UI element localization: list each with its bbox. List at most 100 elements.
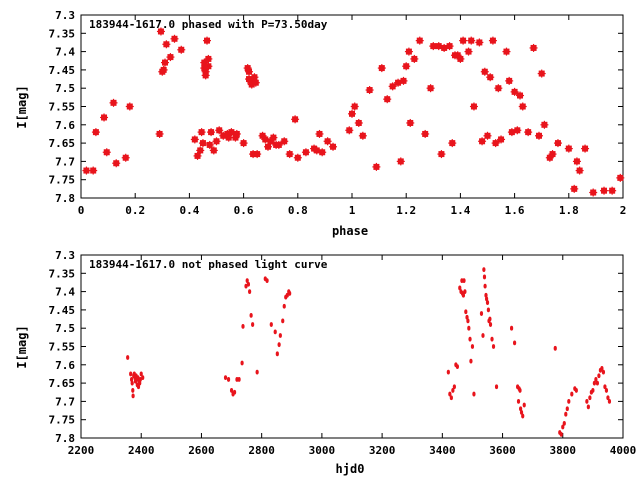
data-point [282,303,286,309]
data-point [156,27,165,36]
x-tick-label: 1.4 [450,204,470,217]
data-point [565,406,569,412]
data-point [466,318,470,324]
data-point [486,73,495,82]
y-tick-label: 7.8 [55,432,75,445]
y-tick-label: 7.4 [55,286,75,299]
data-point [348,109,356,118]
data-point [345,126,354,135]
data-point [215,126,224,135]
data-point [204,54,213,63]
data-point [100,113,109,122]
data-point [205,140,214,149]
data-point [383,95,392,104]
data-point [561,424,565,430]
data-point [601,369,606,375]
data-point [524,128,533,137]
data-point [245,278,249,284]
data-point [597,373,601,379]
x-tick-label: 3800 [550,444,577,457]
data-point [480,67,489,76]
data-point [112,159,121,168]
data-point [139,371,143,377]
data-point [467,325,471,331]
data-point [237,377,241,382]
y-tick-label: 7.65 [49,137,76,150]
data-point [269,322,273,327]
data-point [232,389,237,395]
data-point [574,388,578,393]
data-point [445,42,454,51]
data-point [464,309,468,315]
x-tick-label: 1.8 [559,204,579,217]
data-point [529,43,538,52]
data-point [497,135,506,144]
data-point [591,388,595,393]
x-axis-label: phase [332,224,368,238]
y-tick-label: 7.8 [55,192,75,205]
data-point [255,369,259,375]
data-point [491,139,500,148]
data-point [129,371,133,377]
y-tick-label: 7.35 [49,267,76,280]
data-point [138,380,142,386]
data-point [126,355,130,360]
data-point [468,336,472,342]
data-point [197,128,206,137]
data-point [207,128,216,137]
x-tick-label: 3200 [369,444,396,457]
data-point [177,45,186,54]
data-point [616,173,625,182]
data-point [275,351,279,357]
data-point [534,131,543,140]
data-point [607,399,612,404]
data-point [502,47,511,56]
data-point [488,36,497,45]
x-tick-label: 2400 [128,444,155,457]
data-point [448,391,452,397]
data-point [251,322,255,327]
x-tick-label: 1 [349,204,356,217]
data-point [465,314,469,320]
y-axis-label: I[mag] [15,85,29,128]
data-point [469,102,478,111]
data-point [223,375,228,381]
data-point [592,380,596,386]
data-point [478,137,487,146]
x-tick-label: 1.6 [505,204,525,217]
data-point [155,129,164,138]
data-point [273,329,277,335]
data-point [354,118,363,127]
data-point [421,129,430,138]
data-point [603,384,607,390]
data-point [604,388,609,393]
data-point [89,166,98,175]
data-point [138,377,142,382]
data-point [280,137,289,146]
data-point [449,395,453,401]
data-point [519,409,524,415]
y-tick-label: 7.65 [49,377,76,390]
x-tick-label: 2800 [248,444,275,457]
x-tick-label: 1.2 [396,204,416,217]
data-point [240,360,244,366]
data-point [269,133,278,142]
data-point [469,358,473,364]
data-point [136,375,140,381]
data-point [585,399,589,404]
y-tick-label: 7.6 [55,359,75,372]
y-tick-label: 7.5 [55,82,75,95]
data-point [564,144,573,153]
data-point [521,413,525,419]
data-point [170,34,179,43]
data-point [455,364,459,370]
data-point [513,126,522,135]
data-point [553,139,562,148]
data-point [288,291,292,296]
data-point [244,283,248,289]
data-point [285,150,294,159]
data-point [575,166,584,175]
data-point [426,84,435,93]
data-point [161,58,170,67]
